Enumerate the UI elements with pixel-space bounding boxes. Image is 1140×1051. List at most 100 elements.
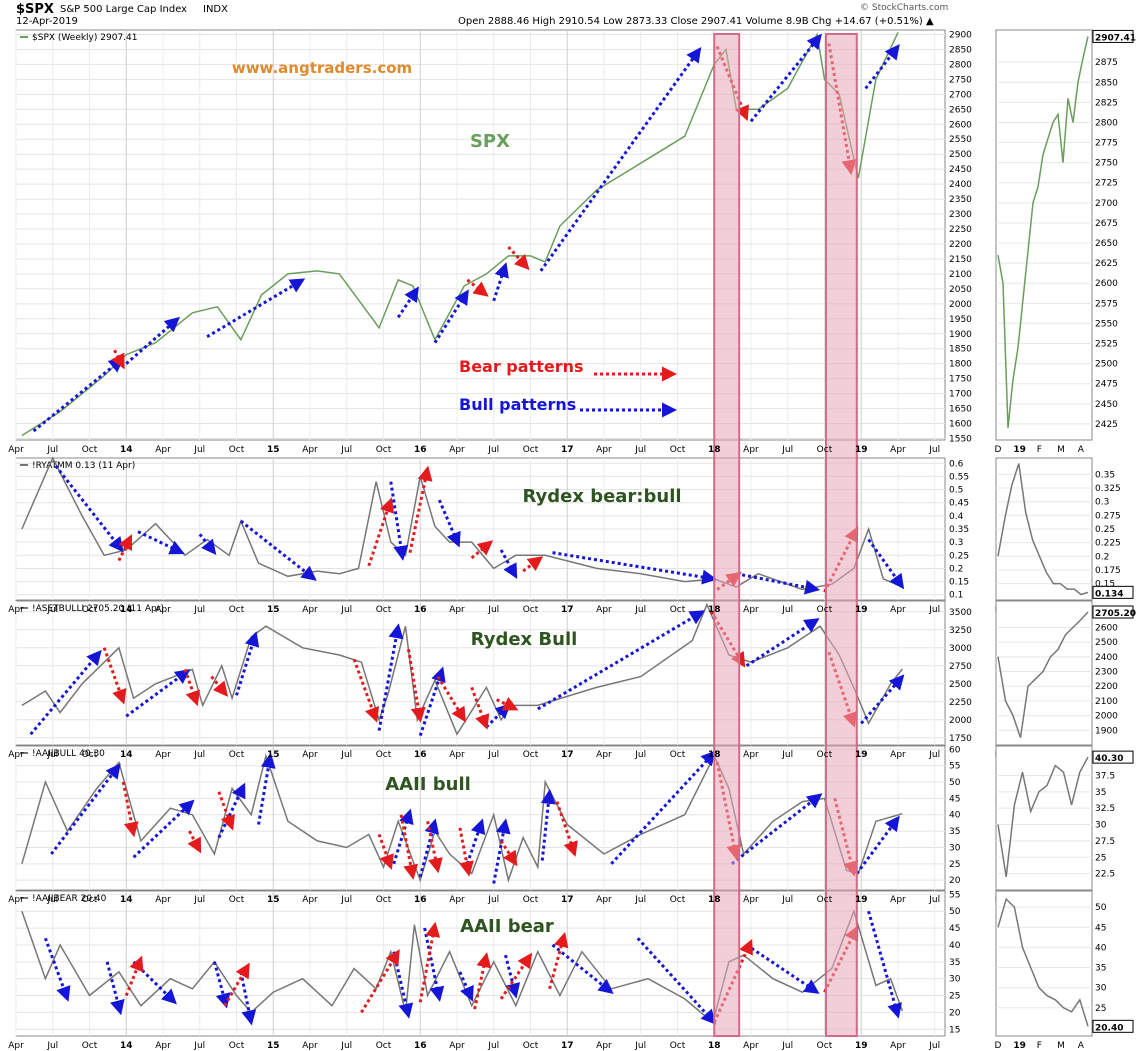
x-axis-label: Jul (46, 895, 58, 905)
side-series-line (997, 756, 1089, 878)
x-axis-label: Oct (670, 445, 686, 455)
side-x-axis-label: M (1057, 1041, 1065, 1051)
side-y-tick-label: 37.5 (1095, 771, 1115, 781)
y-tick-label: 50 (949, 907, 961, 917)
y-tick-label: 25 (949, 860, 960, 870)
y-tick-label: 1750 (949, 734, 972, 744)
x-axis-label: Oct (523, 1041, 539, 1051)
last-value-frame (1092, 29, 1134, 43)
y-tick-label: 0.35 (949, 525, 969, 535)
x-axis-label: Oct (82, 895, 98, 905)
x-axis-label: Jul (634, 895, 646, 905)
y-tick-label: 60 (949, 745, 961, 755)
side-panel-spx_zoom: 2425 2450 2475 2500 2525 2550 2575 2600 2625 2650… (995, 29, 1136, 455)
side-y-tick-label: 1900 (1095, 726, 1118, 736)
x-axis-label: Apr (8, 605, 24, 615)
y-tick-label: 2750 (949, 662, 972, 672)
side-y-tick-label: 2650 (1095, 239, 1118, 249)
side-y-tick-label: 2500 (1095, 638, 1118, 648)
legend-text: !ASETBULLI 2705.20 (11 Apr) (32, 604, 164, 614)
side-y-tick-label: 2750 (1095, 159, 1118, 169)
x-axis-label: 18 (708, 750, 721, 760)
side-y-tick-label: 0.175 (1095, 566, 1121, 576)
y-tick-label: 0.5 (949, 486, 963, 496)
last-value-box: 40.30 (1092, 750, 1134, 764)
y-tick-label: 3500 (949, 608, 972, 618)
bear-arrow (470, 686, 490, 730)
side-y-tick-label: 2000 (1095, 712, 1118, 722)
x-axis-label: Oct (229, 445, 245, 455)
x-axis-label: Jul (46, 1041, 58, 1051)
side-y-tick-label: 2450 (1095, 400, 1118, 410)
x-axis-label: Apr (8, 1041, 24, 1051)
side-x-axis-label: 19 (1013, 1041, 1026, 1051)
legend-text: !RYATMM 0.13 (11 Apr) (32, 461, 135, 471)
x-axis-label: Oct (376, 750, 392, 760)
y-tick-label: 2050 (949, 285, 972, 295)
bear-arrow (522, 556, 544, 573)
x-axis-label: Apr (449, 1041, 465, 1051)
side-y-tick-label: 40 (1095, 943, 1107, 953)
side-y-tick-label: 25 (1095, 853, 1106, 863)
x-axis-label: Jul (634, 750, 646, 760)
panel-legend: !ASETBULLI 2705.20 (11 Apr) (20, 604, 164, 614)
x-axis-label: Apr (890, 895, 906, 905)
x-axis-label: Oct (376, 1041, 392, 1051)
x-axis-label: Jul (46, 605, 58, 615)
x-axis-label: Apr (8, 895, 24, 905)
panel-title: AAII bear (460, 916, 554, 937)
side-series-line (997, 36, 1089, 428)
x-axis-label: Jul (340, 1041, 352, 1051)
bull-arrow (217, 782, 246, 839)
x-axis-label: Jul (340, 895, 352, 905)
x-axis-label: Jul (487, 445, 499, 455)
x-axis-label: Oct (376, 445, 392, 455)
bull-arrow (551, 943, 614, 995)
x-axis-label: Jul (928, 1041, 940, 1051)
last-value-frame (1092, 585, 1134, 599)
x-axis-label: Jul (487, 750, 499, 760)
y-tick-label: 15 (949, 1025, 960, 1035)
side-y-tick-label: 2200 (1095, 682, 1118, 692)
x-axis-label: Jul (340, 605, 352, 615)
x-axis-label: Apr (302, 895, 318, 905)
panel-legend: !RYATMM 0.13 (11 Apr) (20, 461, 135, 471)
exchange-label: INDX (203, 4, 228, 15)
bear-arrow (499, 840, 518, 867)
side-y-tick-label: 0.15 (1095, 580, 1115, 590)
bull-arrow (735, 572, 821, 595)
side-x-axis-label: A (1078, 445, 1085, 455)
x-axis-label: Apr (449, 605, 465, 615)
bull-arrow (745, 943, 820, 994)
bull-arrow (864, 44, 900, 90)
x-axis-label: Apr (155, 605, 171, 615)
side-y-tick-label: 0.225 (1095, 539, 1121, 549)
x-axis-label: Oct (670, 750, 686, 760)
bear-arrow (399, 814, 419, 880)
y-tick-label: 30 (949, 843, 961, 853)
symbol-description: S&P 500 Large Cap Index (60, 4, 188, 15)
x-axis-label: Jul (193, 895, 205, 905)
y-tick-label: 3250 (949, 626, 972, 636)
bear-arrow (124, 955, 144, 997)
x-axis-label: 16 (414, 895, 427, 905)
y-tick-label: 0.25 (949, 551, 969, 561)
x-axis-label: Oct (376, 895, 392, 905)
x-axis-label: 19 (855, 605, 868, 615)
y-tick-label: 2150 (949, 255, 972, 265)
side-y-tick-label: 2600 (1095, 623, 1118, 633)
x-axis-label: Jul (193, 445, 205, 455)
bear-arrow (210, 675, 229, 697)
bull-arrow (125, 669, 191, 718)
y-tick-label: 2550 (949, 135, 972, 145)
y-tick-label: 1700 (949, 390, 972, 400)
y-tick-label: 1750 (949, 375, 972, 385)
side-y-tick-label: 50 (1095, 903, 1107, 913)
side-x-axis-label: M (1057, 445, 1065, 455)
x-axis-label: Apr (890, 1041, 906, 1051)
side-y-tick-label: 2675 (1095, 219, 1118, 229)
y-tick-label: 2350 (949, 195, 972, 205)
side-panel-aaiibear_zoom: 25 30 35 40 45 50 20.40 D 19 F M A (995, 890, 1134, 1051)
last-value-text: 20.40 (1095, 1023, 1123, 1033)
